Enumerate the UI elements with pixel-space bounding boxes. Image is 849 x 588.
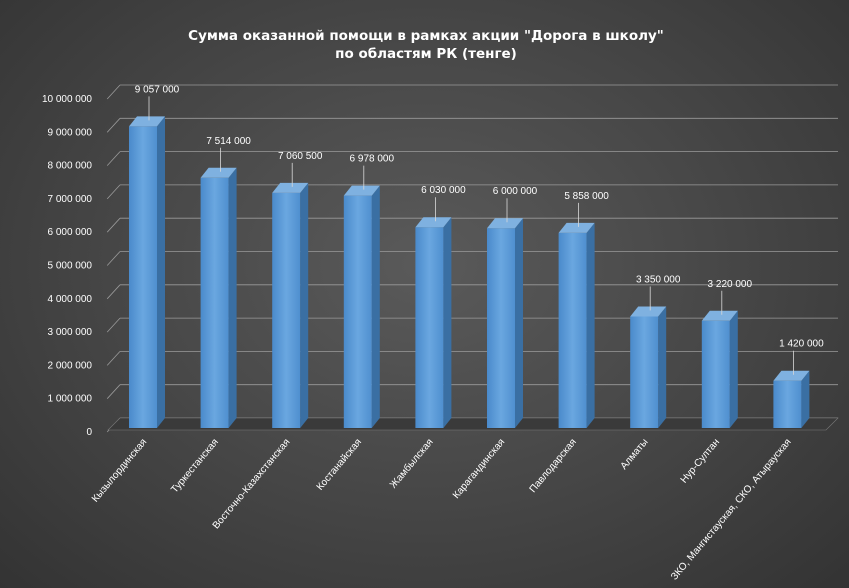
data-label: 3 220 000	[708, 279, 753, 290]
chart-title: Сумма оказанной помощи в рамках акции "Д…	[188, 28, 664, 44]
data-label: 6 000 000	[493, 186, 538, 197]
y-tick-label: 3 000 000	[48, 327, 93, 338]
category-labels: Кызылординская ТуркестанскаяВосточно-Каза…	[90, 436, 794, 582]
bar-front-face	[701, 320, 730, 428]
data-label: 6 978 000	[350, 154, 395, 165]
bar-top-face	[415, 217, 452, 228]
category-label: Карагандинская	[451, 437, 507, 501]
y-tick-label: 1 000 000	[48, 394, 93, 405]
bar-front-face	[129, 126, 157, 428]
y-tick-label: 5 000 000	[48, 261, 93, 272]
bar-side-face	[658, 306, 667, 428]
bar-front-face	[343, 195, 372, 428]
bar-top-face	[343, 185, 380, 196]
category-label: Павлодарская	[528, 437, 579, 495]
bar-top-face	[487, 218, 523, 229]
data-label: 5 858 000	[564, 191, 609, 202]
category-label: Кызылординская	[90, 437, 149, 505]
bar-top-face	[272, 182, 309, 193]
y-tick-label: 6 000 000	[48, 227, 93, 238]
y-axis-ticks: 0 1 000 000 2 000 000 3 000 000 4 000 000 5 0…	[42, 94, 93, 438]
y-tick-label: 7 000 000	[48, 194, 93, 205]
bar-front-face	[558, 232, 587, 428]
bar-top-face	[630, 306, 667, 317]
bar-front-face	[630, 316, 659, 428]
gridline-side	[106, 217, 121, 233]
category-label: Восточно-Казахстанская	[211, 437, 293, 531]
bar	[343, 185, 380, 428]
gridline-side	[106, 317, 121, 333]
bar	[129, 116, 165, 428]
bar-front-face	[487, 228, 515, 428]
chart-subtitle: по областям РК (тенге)	[335, 46, 517, 62]
bar-side-face	[371, 185, 380, 428]
category-label: Нур-Султан	[679, 437, 722, 486]
y-tick-label: 0	[86, 427, 92, 438]
grid-lines	[106, 84, 838, 433]
bar-top-face	[701, 310, 738, 321]
bar-front-face	[272, 192, 301, 428]
y-tick-label: 2 000 000	[48, 360, 93, 371]
gridline-side	[106, 351, 121, 366]
category-label: Туркестанская	[169, 437, 221, 496]
category-label: Костанайская	[315, 437, 364, 493]
bar-side-face	[228, 167, 237, 428]
gridline-side	[106, 184, 121, 200]
data-label: 6 030 000	[421, 185, 466, 196]
bar-top-face	[129, 116, 165, 127]
category-label: Алматы	[619, 437, 651, 472]
bar-top-face	[558, 222, 595, 233]
bar-side-face	[300, 182, 309, 428]
gridline-side	[106, 151, 121, 166]
bar	[415, 217, 452, 428]
bar-side-face	[586, 222, 595, 428]
category-label: ЗКО, Мангистауская, СКО, Атырауская	[669, 437, 794, 583]
gridline-side	[106, 384, 121, 399]
bar-front-face	[200, 177, 229, 428]
bars	[129, 116, 810, 428]
gridline-side	[106, 251, 121, 266]
bar	[487, 218, 523, 428]
bar	[200, 167, 237, 428]
y-tick-label: 8 000 000	[48, 161, 93, 172]
bar-side-face	[801, 370, 810, 428]
data-label: 7 060 500	[278, 151, 323, 162]
gridline-side	[106, 84, 121, 100]
bar-side-face	[729, 310, 738, 428]
gridline-side	[106, 284, 121, 300]
bar-front-face	[415, 227, 444, 428]
bar-side-face	[157, 116, 165, 428]
data-label: 3 350 000	[636, 274, 681, 285]
y-tick-label: 9 000 000	[48, 127, 93, 138]
data-label: 7 514 000	[206, 136, 251, 147]
category-label: Жамбылская	[387, 436, 435, 490]
data-label: 9 057 000	[135, 84, 180, 95]
gridline-side	[106, 118, 121, 133]
y-tick-label: 4 000 000	[48, 294, 93, 305]
data-label: 1 420 000	[779, 339, 824, 350]
bar	[558, 222, 595, 428]
bar	[701, 310, 738, 428]
bar	[773, 370, 810, 428]
bar	[272, 182, 309, 428]
y-tick-label: 10 000 000	[42, 94, 92, 105]
bar-top-face	[773, 370, 810, 381]
bar-top-face	[200, 167, 237, 178]
bar-side-face	[515, 218, 523, 428]
data-labels: 9 057 000 7 514 000 7 060 500 6 978 000 6 03…	[135, 84, 824, 375]
bar-front-face	[773, 380, 802, 428]
bar-side-face	[443, 217, 452, 428]
bar	[630, 306, 667, 428]
